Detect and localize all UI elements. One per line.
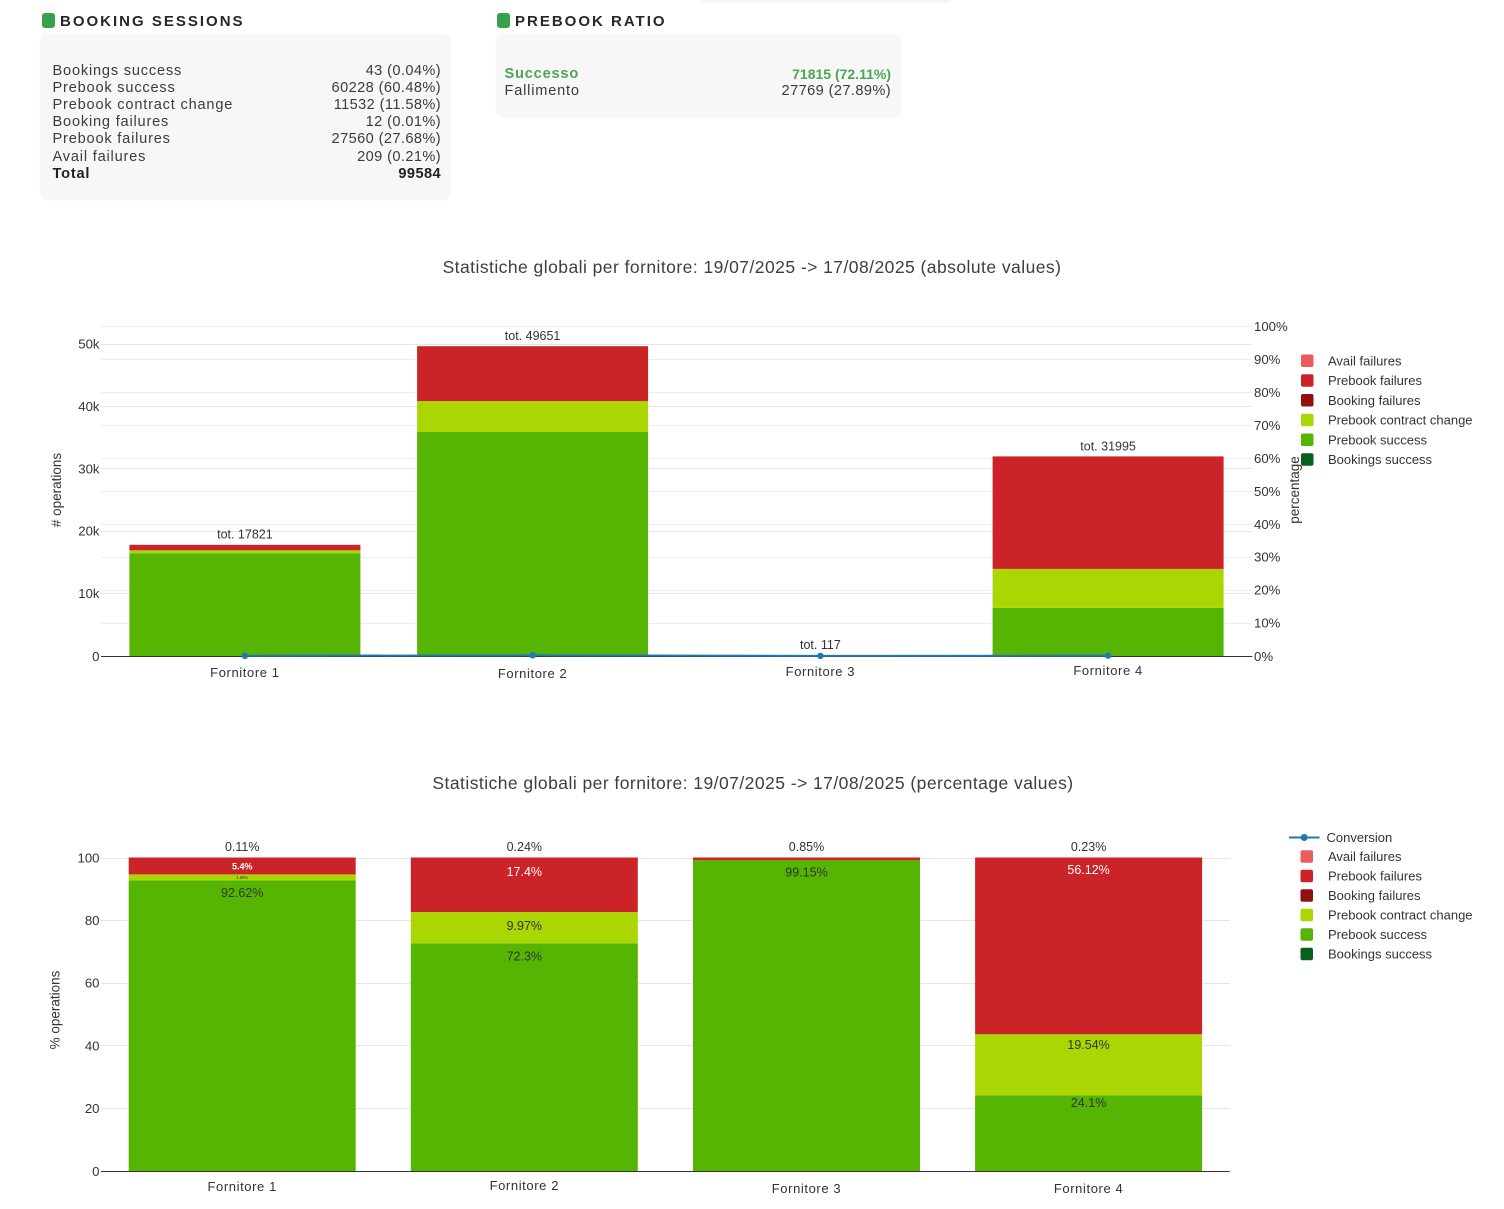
- svg-text:80: 80: [85, 913, 100, 928]
- svg-text:80%: 80%: [1254, 385, 1281, 400]
- svg-text:0: 0: [92, 1164, 99, 1179]
- svg-text:0: 0: [92, 649, 99, 664]
- svg-text:17.4%: 17.4%: [507, 865, 542, 879]
- svg-text:40k: 40k: [78, 399, 100, 414]
- svg-text:60%: 60%: [1254, 451, 1281, 466]
- svg-text:50%: 50%: [1254, 484, 1281, 499]
- svg-text:40: 40: [85, 1038, 100, 1053]
- svg-text:30%: 30%: [1254, 550, 1281, 565]
- svg-text:Fornitore 2: Fornitore 2: [498, 666, 567, 681]
- svg-text:Bookings success: Bookings success: [1328, 452, 1433, 467]
- svg-text:0.23%: 0.23%: [1071, 840, 1106, 854]
- svg-text:Prebook failures: Prebook failures: [1328, 373, 1422, 388]
- svg-text:Prebook failures: Prebook failures: [1328, 869, 1422, 884]
- svg-text:Prebook success: Prebook success: [1328, 432, 1427, 447]
- svg-text:Fornitore 2: Fornitore 2: [490, 1178, 559, 1193]
- svg-text:20k: 20k: [78, 524, 100, 539]
- svg-text:Fornitore 3: Fornitore 3: [786, 664, 855, 679]
- svg-text:9.97%: 9.97%: [507, 919, 542, 933]
- svg-text:10k: 10k: [78, 586, 100, 601]
- svg-text:10%: 10%: [1254, 616, 1281, 631]
- svg-text:Booking failures: Booking failures: [1328, 888, 1421, 903]
- svg-text:tot. 49651: tot. 49651: [505, 329, 561, 343]
- svg-text:Bookings success: Bookings success: [1328, 947, 1433, 962]
- svg-text:0.11%: 0.11%: [225, 840, 260, 854]
- svg-text:24.1%: 24.1%: [1071, 1096, 1106, 1110]
- svg-text:Fornitore 1: Fornitore 1: [207, 1179, 276, 1194]
- svg-text:5.4%: 5.4%: [232, 862, 253, 872]
- svg-text:19.54%: 19.54%: [1067, 1038, 1109, 1052]
- svg-text:100%: 100%: [1254, 319, 1288, 334]
- svg-text:0.24%: 0.24%: [507, 840, 542, 854]
- svg-text:tot. 117: tot. 117: [800, 638, 841, 652]
- svg-text:Statistiche globali per fornit: Statistiche globali per fornitore: 19/07…: [432, 773, 1073, 793]
- svg-text:Conversion: Conversion: [1327, 830, 1393, 845]
- svg-text:40%: 40%: [1254, 517, 1281, 532]
- svg-text:# operations: # operations: [49, 453, 64, 528]
- svg-text:99.15%: 99.15%: [785, 866, 827, 880]
- svg-text:50k: 50k: [78, 337, 100, 352]
- svg-text:100: 100: [77, 851, 99, 866]
- svg-text:20%: 20%: [1254, 583, 1281, 598]
- svg-text:92.62%: 92.62%: [221, 886, 263, 900]
- svg-text:Prebook contract change: Prebook contract change: [1328, 413, 1473, 428]
- svg-text:Avail failures: Avail failures: [1328, 353, 1402, 368]
- svg-text:90%: 90%: [1254, 352, 1281, 367]
- svg-text:70%: 70%: [1254, 418, 1281, 433]
- svg-text:20: 20: [85, 1101, 100, 1116]
- svg-text:60: 60: [85, 976, 100, 991]
- svg-text:Prebook contract change: Prebook contract change: [1328, 908, 1473, 923]
- svg-text:1.89%: 1.89%: [236, 875, 248, 880]
- svg-text:0%: 0%: [1254, 649, 1273, 664]
- svg-text:Booking failures: Booking failures: [1328, 393, 1421, 408]
- svg-text:0.85%: 0.85%: [789, 840, 824, 854]
- svg-text:30k: 30k: [78, 461, 100, 476]
- svg-text:% operations: % operations: [48, 970, 63, 1049]
- svg-text:56.12%: 56.12%: [1067, 863, 1109, 877]
- svg-text:tot. 17821: tot. 17821: [217, 528, 273, 542]
- svg-text:Fornitore 3: Fornitore 3: [772, 1181, 841, 1196]
- svg-text:72.3%: 72.3%: [507, 950, 542, 964]
- svg-text:Fornitore 4: Fornitore 4: [1054, 1181, 1123, 1196]
- svg-text:Fornitore 1: Fornitore 1: [210, 665, 279, 680]
- svg-text:Prebook success: Prebook success: [1328, 927, 1427, 942]
- svg-text:Avail failures: Avail failures: [1328, 849, 1402, 864]
- svg-text:Statistiche globali per fornit: Statistiche globali per fornitore: 19/07…: [443, 257, 1062, 277]
- svg-text:Fornitore 4: Fornitore 4: [1073, 663, 1142, 678]
- svg-text:percentage: percentage: [1287, 456, 1302, 524]
- svg-text:tot. 31995: tot. 31995: [1080, 440, 1136, 454]
